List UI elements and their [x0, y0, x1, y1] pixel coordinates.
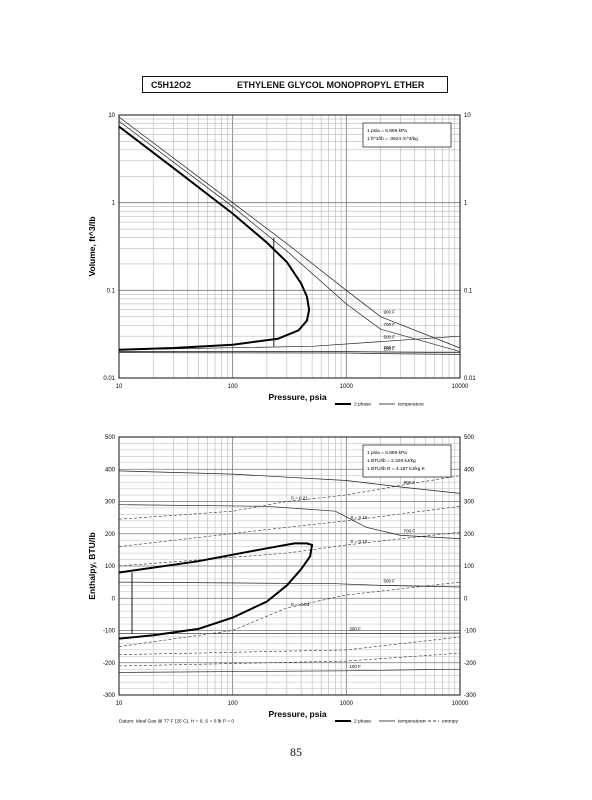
top-ytick-label-left: 0.01 [103, 376, 115, 382]
top-isotherm-line [119, 351, 461, 353]
top-legend-label: temperature [398, 402, 424, 408]
top-ytick-label-left: 10 [108, 113, 115, 119]
bottom-yaxis-label: Enthalpy, BTU/lb [87, 532, 97, 599]
top-isotherm-line [118, 116, 461, 349]
top-conversion-note: 1 psia = 6.895 kPa [367, 128, 407, 134]
top-legend-label: 2 phase [354, 402, 371, 408]
bottom-ytick-label-left: 200 [105, 532, 116, 538]
volume-pressure-chart: 10 100 1000 10000 0.01 0.01 0.1 0.1 1 1 10 10 Pressu… [87, 113, 476, 408]
bottom-entropy-label: S = 0.15 [350, 515, 367, 520]
bottom-conversion-note: 1 BTU/lb R = 4.187 kJ/kg K [367, 466, 426, 472]
bottom-xtick-label: 100 [228, 701, 239, 707]
bottom-legend-label: 2 phase [354, 719, 371, 725]
bottom-ytick-label-right: 0 [464, 596, 468, 602]
top-two-phase-envelope [118, 125, 311, 351]
top-ytick-label-right: 10 [464, 113, 471, 119]
top-ytick-label-left: 1 [112, 201, 116, 207]
bottom-entropy-line [118, 581, 461, 647]
bottom-ytick-label-left: -100 [103, 629, 116, 635]
bottom-isotherm-line [119, 632, 461, 635]
bottom-ytick-label-left: 0 [112, 596, 116, 602]
bottom-legend-label: entropy [442, 719, 459, 725]
bottom-ytick-label-right: 500 [464, 435, 475, 441]
bottom-ytick-label-right: -100 [464, 629, 477, 635]
bottom-isotherm-line [118, 470, 461, 494]
bottom-entropy-label: S = 0.10 [350, 539, 367, 544]
bottom-entropy-label: S = 0.21 [291, 496, 308, 501]
bottom-legend-label: temperature [398, 719, 424, 725]
top-plot-frame [118, 114, 461, 379]
bottom-ytick-label-right: 400 [464, 467, 475, 473]
bottom-ytick-label-left: 500 [105, 435, 116, 441]
bottom-ytick-label-left: 100 [105, 564, 116, 570]
bottom-ytick-label-left: 400 [105, 467, 116, 473]
bottom-ytick-label-right: -200 [464, 661, 477, 667]
page-number: 85 [290, 745, 302, 759]
bottom-conversion-note: 1 BTU/lb = 2.326 kJ/kg [367, 458, 416, 464]
bottom-ytick-label-left: 300 [105, 500, 116, 506]
top-ytick-label-right: 0.01 [464, 376, 476, 382]
top-ytick-label-right: 0.1 [464, 288, 473, 294]
compound-name: ETHYLENE GLYCOL MONOPROPYL ETHER [237, 79, 425, 90]
top-ytick-label-right: 1 [464, 201, 468, 207]
bottom-conversion-note-box [362, 444, 452, 478]
top-ytick-label-left: 0.1 [107, 288, 116, 294]
bottom-datum-note: Datum: Ideal Gas @ 77 F (25 C), H = 0, S… [119, 719, 234, 725]
top-isotherm-label: 100 F [384, 347, 396, 352]
top-isotherm-line [118, 120, 461, 352]
bottom-ytick-label-right: 200 [464, 532, 475, 538]
bottom-xaxis-label: Pressure, psia [268, 709, 326, 719]
top-isotherm-label: 700 F [384, 322, 396, 327]
bottom-isotherm-label: 500 F [384, 578, 396, 583]
bottom-ytick-label-left: -200 [103, 661, 116, 667]
bottom-entropy-label: S = -0.03 [291, 602, 310, 607]
bottom-ytick-label-right: 300 [464, 500, 475, 506]
bottom-entropy-line [118, 506, 461, 547]
top-isotherm-line [118, 335, 461, 351]
top-xtick-label: 10 [116, 384, 123, 390]
bottom-xtick-label: 10000 [452, 701, 469, 707]
bottom-entropy-line [118, 636, 461, 655]
bottom-isotherm-label: 900 F [404, 480, 416, 485]
top-isotherm-label: 300 F [384, 345, 396, 350]
top-isotherm-label: 900 F [384, 310, 396, 315]
bottom-isotherm-label: 300 F [349, 627, 361, 632]
top-xtick-label: 10000 [452, 384, 469, 390]
chart-title-box: C5H12O2 ETHYLENE GLYCOL MONOPROPYL ETHER [142, 76, 448, 93]
top-xtick-label: 100 [228, 384, 239, 390]
bottom-isotherm-label: 100 F [349, 664, 361, 669]
bottom-isotherm-label: 700 F [404, 528, 416, 533]
bottom-isotherm-line [118, 581, 461, 588]
bottom-isotherm-line [118, 668, 461, 673]
top-yaxis-label: Volume, ft^3/lb [87, 216, 97, 276]
bottom-ytick-label-left: -300 [103, 693, 116, 699]
bottom-xtick-label: 1000 [340, 701, 354, 707]
bottom-ytick-label-right: 100 [464, 564, 475, 570]
bottom-ytick-label-right: -300 [464, 693, 477, 699]
top-isotherm-label: 500 F [384, 335, 396, 340]
bottom-entropy-line [118, 531, 461, 567]
compound-formula: C5H12O2 [151, 79, 192, 90]
top-isotherm-line [118, 352, 461, 355]
top-conversion-note-box [362, 122, 452, 148]
top-xaxis-label: Pressure, psia [268, 392, 326, 402]
bottom-xtick-label: 10 [116, 701, 123, 707]
bottom-two-phase-envelope [118, 542, 314, 640]
bottom-conversion-note: 1 psia = 6.895 kPa [367, 450, 407, 456]
bottom-entropy-line [118, 652, 461, 667]
top-xtick-label: 1000 [340, 384, 354, 390]
bottom-isotherm-line [118, 504, 461, 539]
top-conversion-note: 1 ft^3/lb = .0624 m^3/kg [367, 136, 418, 142]
